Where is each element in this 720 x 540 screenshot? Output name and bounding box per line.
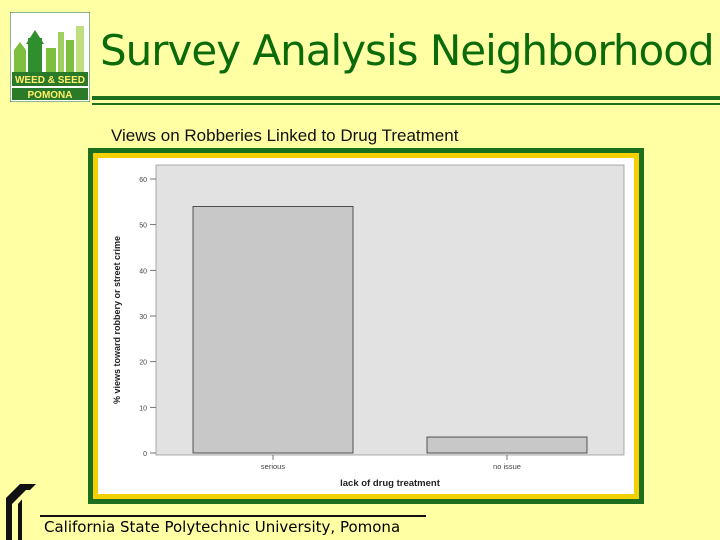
x-axis-label: lack of drug treatment	[340, 478, 441, 489]
y-tick-label: 10	[139, 405, 147, 412]
footer-rule	[40, 515, 426, 517]
footer-text: California State Polytechnic University,…	[44, 518, 401, 536]
page-title: Survey Analysis Neighborhood	[100, 26, 715, 75]
weed-and-seed-logo: WEED & SEED POMONA	[10, 12, 90, 102]
y-tick-label: 60	[139, 177, 147, 184]
x-tick-label: no issue	[493, 462, 521, 471]
bar-serious	[192, 206, 354, 454]
y-tick-label: 30	[139, 314, 147, 321]
bar-chart: 0 10 20 30 40 50 60 serious no issue lack of drug…	[112, 164, 625, 489]
y-axis-label: % views toward robbery or street crime	[112, 236, 122, 404]
logo-text-top: WEED & SEED	[15, 75, 85, 86]
x-tick-label: serious	[261, 462, 285, 471]
y-tick-label: 40	[139, 268, 147, 275]
logo-text-bottom: POMONA	[28, 90, 73, 101]
chart-subtitle: Views on Robberies Linked to Drug Treatm…	[111, 126, 459, 145]
y-tick-label: 20	[139, 360, 147, 367]
y-tick-label: 50	[139, 223, 147, 230]
chart-frame: 0 10 20 30 40 50 60 serious no issue lack of drug…	[88, 148, 644, 504]
title-rule	[92, 96, 720, 100]
bar-no-issue	[426, 436, 588, 454]
title-rule-thin	[92, 103, 720, 105]
university-mark-icon	[6, 484, 36, 540]
y-tick-label: 0	[143, 451, 147, 458]
